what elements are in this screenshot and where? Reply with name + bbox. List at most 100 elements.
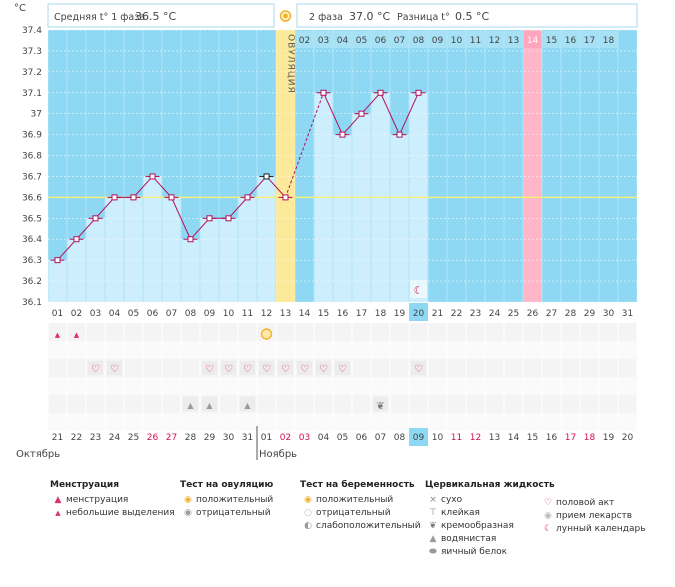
top-day-cell xyxy=(295,31,314,48)
calendar-date-label: 10 xyxy=(432,433,444,443)
temperature-point xyxy=(339,131,346,138)
symbol-row xyxy=(48,341,637,359)
moon-cell xyxy=(410,280,427,298)
legend-item: × сухо xyxy=(425,494,555,507)
legend-other: ♡ половой акт ◉ прием лекарств ☾ лунный кал… xyxy=(540,497,646,536)
today-cell xyxy=(409,303,428,321)
calendar-date-label: 25 xyxy=(128,433,139,443)
temperature-bar xyxy=(257,176,276,302)
legend-ovulation-test: Тест на овуляцию ◉ положительный ◉ отрицат… xyxy=(180,480,273,520)
symbol-row xyxy=(48,395,637,413)
calendar-date-label: 14 xyxy=(508,433,520,443)
phase1-box xyxy=(47,3,275,28)
calendar-date-label: 01 xyxy=(261,433,272,443)
cycle-day-label: 31 xyxy=(622,309,633,319)
calendar-date-label: 18 xyxy=(584,433,596,443)
cycle-day-label: 04 xyxy=(109,309,121,319)
calendar-date-label: 22 xyxy=(71,433,82,443)
cycle-day-label: 15 xyxy=(318,309,329,319)
heart-cell xyxy=(88,361,103,375)
temperature-point xyxy=(187,236,194,243)
top-day-cell xyxy=(542,31,561,48)
cycle-day-label: 01 xyxy=(52,309,63,319)
calendar-date-label: 21 xyxy=(52,433,63,443)
unit-label: °C xyxy=(14,3,26,14)
heart-cell xyxy=(221,361,236,375)
top-day-label: 02 xyxy=(299,36,310,46)
cycle-day-label: 11 xyxy=(242,309,253,319)
y-tick-label: 36.4 xyxy=(22,235,42,245)
test-positive-icon: ◉ xyxy=(304,495,312,505)
temperature-bar xyxy=(181,239,200,302)
calendar-date-label: 09 xyxy=(413,433,425,443)
temperature-point xyxy=(377,89,384,96)
calendar-date-label: 06 xyxy=(356,433,368,443)
watery-cell xyxy=(202,397,217,411)
temperature-point xyxy=(358,110,365,117)
month-label-right: Ноябрь xyxy=(259,449,297,460)
y-tick-label: 36.2 xyxy=(22,277,42,287)
calendar-date-label: 12 xyxy=(470,433,481,443)
top-day-label: 17 xyxy=(584,36,595,46)
top-day-cell xyxy=(352,31,371,48)
calendar-date-label: 30 xyxy=(223,433,235,443)
temperature-point xyxy=(54,257,61,264)
calendar-date-label: 08 xyxy=(394,433,406,443)
temperature-line xyxy=(323,91,419,136)
watery-drop-icon: ▲ xyxy=(187,401,194,410)
legend-item: ◉ положительный xyxy=(300,494,421,507)
cycle-day-label: 25 xyxy=(508,309,519,319)
pill-icon: ◉ xyxy=(544,511,552,521)
creamy-icon: ❦ xyxy=(429,521,437,531)
temperature-bar xyxy=(105,197,124,302)
top-day-label: 16 xyxy=(565,36,577,46)
heart-icon: ♡ xyxy=(414,364,423,375)
heart-icon: ♡ xyxy=(319,364,328,375)
cycle-day-label: 09 xyxy=(204,309,216,319)
top-day-label: 14 xyxy=(527,36,539,46)
cycle-day-label: 14 xyxy=(299,309,311,319)
temperature-point xyxy=(225,215,232,222)
calendar-date-label: 20 xyxy=(622,433,634,443)
calendar-date-label: 17 xyxy=(565,433,576,443)
watery-drop-icon: ▲ xyxy=(206,401,213,410)
cycle-day-label: 24 xyxy=(489,309,501,319)
cycle-day-label: 17 xyxy=(356,309,367,319)
cycle-day-label: 22 xyxy=(451,309,462,319)
y-tick-label: 36.6 xyxy=(22,193,42,203)
cycle-day-label: 29 xyxy=(584,309,596,319)
cycle-day-label: 12 xyxy=(261,309,272,319)
calendar-date-label: 28 xyxy=(185,433,197,443)
calendar-date-label: 03 xyxy=(299,433,310,443)
temperature-point xyxy=(92,215,99,222)
top-day-label: 13 xyxy=(508,36,519,46)
heart-icon: ♡ xyxy=(224,364,233,375)
temperature-line-dashed xyxy=(285,92,324,198)
legend: Менструация ▲ менструация ▲ небольшие выде… xyxy=(50,480,650,580)
temperature-point xyxy=(206,215,213,222)
y-tick-label: 36.9 xyxy=(22,131,42,141)
calendar-date-label: 31 xyxy=(242,433,253,443)
temperature-point xyxy=(320,89,327,96)
top-day-label: 06 xyxy=(375,36,387,46)
cycle-day-label: 18 xyxy=(375,309,387,319)
legend-item: ◉ отрицательный xyxy=(180,507,273,520)
cycle-day-label: 07 xyxy=(166,309,177,319)
watery-drop-icon: ▲ xyxy=(244,401,251,410)
heart-cell xyxy=(411,361,426,375)
legend-item: ❦ кремообразная xyxy=(425,520,555,533)
top-day-cell xyxy=(523,31,542,48)
top-day-label: 12 xyxy=(489,36,500,46)
calendar-date-label: 13 xyxy=(489,433,500,443)
temperature-point xyxy=(111,194,118,201)
symbol-row xyxy=(48,323,637,341)
heart-icon: ♡ xyxy=(205,364,214,375)
moon-icon: ☾ xyxy=(543,524,553,534)
cycle-day-label: 26 xyxy=(527,309,539,319)
calendar-date-label: 02 xyxy=(280,433,291,443)
symbol-row xyxy=(48,377,637,395)
menstruation-drop-icon: ▲ xyxy=(55,331,61,339)
watery-icon: ▲ xyxy=(429,534,437,544)
small-drop-icon: ▲ xyxy=(55,509,61,517)
